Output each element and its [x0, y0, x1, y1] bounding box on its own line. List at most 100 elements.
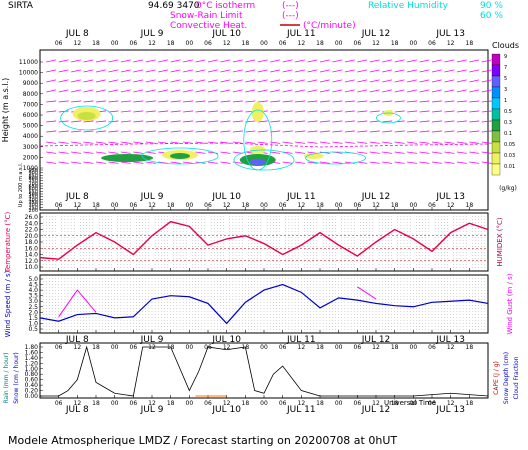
wind-barb [357, 110, 368, 113]
wind-barb [220, 120, 231, 123]
wind-ytick-1: 4.5 [28, 282, 38, 289]
wind-barb [195, 59, 206, 63]
hour-mid1-19: 00 [410, 202, 418, 209]
wind-ytick-0: 5.0 [28, 276, 38, 283]
wind-barb [332, 141, 343, 144]
cloud-ytick-20: 500 [28, 192, 38, 198]
hour-mid2-5: 12 [148, 344, 156, 351]
hour-bottom-5: 12 [148, 400, 156, 407]
cloud-ytick-1: 10000 [19, 70, 38, 77]
day-mid1-0: JUL 8 [65, 192, 89, 202]
wind-barb [407, 89, 417, 93]
hour-mid2-0: 06 [55, 344, 63, 351]
hour-mid2-15: 00 [335, 344, 343, 351]
wind-barb [58, 100, 69, 103]
wind-barb [444, 130, 455, 133]
colorbar-swatch-9 [491, 152, 501, 165]
rain-ytick-1: 1.60 [25, 349, 39, 356]
coords-label: 94.69 3470 [148, 1, 200, 11]
wind-barb [382, 141, 393, 144]
wind-barb [120, 141, 131, 144]
cloud-ytick-26: 200 [28, 208, 38, 214]
hour-mid2-20: 06 [428, 344, 436, 351]
wind-barb [220, 89, 231, 93]
hour-mid1-9: 12 [223, 202, 231, 209]
hour-top-15: 00 [335, 40, 343, 47]
day-mid1-5: JUL 13 [435, 192, 465, 202]
wind-barb [407, 100, 418, 103]
wind-barb [46, 100, 57, 103]
wind-barb [170, 110, 181, 113]
rh-contour [305, 151, 366, 165]
wind-barb [369, 100, 380, 103]
wind-barb [170, 59, 181, 63]
wind-barb [481, 130, 492, 133]
hour-mid2-12: 06 [279, 344, 287, 351]
wind-barb [419, 79, 430, 83]
hour-bottom-1: 12 [74, 400, 82, 407]
wind-barb [158, 141, 169, 144]
wind-barb [295, 120, 306, 123]
wind-barb [382, 59, 393, 63]
cloud-ytick-24: 300 [28, 203, 38, 209]
wind-barb [394, 69, 405, 73]
wind-barb [71, 161, 82, 164]
wind-barb [344, 110, 355, 113]
hour-mid1-11: 00 [260, 202, 268, 209]
wind-barb [183, 161, 194, 164]
wind-barb [357, 141, 368, 144]
day-top-3: JUL 11 [286, 29, 316, 39]
wind-barb [145, 120, 156, 123]
cloud-ytick-6: 5000 [23, 123, 38, 130]
wind-barb [369, 89, 380, 93]
wind-barb [295, 89, 305, 93]
cloud-ytick-22: 400 [28, 197, 38, 203]
wind-barb [419, 69, 430, 73]
rain-ytick-5: 0.80 [25, 371, 39, 378]
hour-bottom-0: 06 [55, 400, 63, 407]
wind-barb [332, 130, 343, 133]
wind-barb [195, 69, 206, 73]
wind-barb [232, 130, 243, 133]
wind-barb [46, 69, 57, 73]
wind-barb [95, 69, 106, 73]
wind-barb [307, 100, 318, 103]
wind-barb [95, 130, 106, 133]
wind-barb [133, 141, 144, 144]
wind-barb [419, 141, 430, 144]
wind-ylabel: Wind Speed (m / s) [4, 270, 12, 337]
day-mid2-4: JUL 12 [361, 335, 391, 345]
colorbar-label-4: 1 [504, 98, 507, 104]
wind-barb [133, 110, 144, 113]
wind-barb [369, 161, 380, 164]
wind-barb [158, 130, 169, 133]
wind-barb [307, 79, 318, 83]
wind-barb [444, 89, 455, 93]
wind-barb [431, 79, 442, 83]
wind-barb [83, 89, 94, 93]
wind-barb [481, 100, 492, 103]
wind-barb [357, 130, 368, 133]
cloud-ytick-8: 3000 [23, 144, 38, 151]
wind-barb [456, 141, 467, 144]
wind-panel [39, 274, 489, 334]
snow-ylabel: Snow (cm / hour) [13, 352, 20, 404]
wind-barb [120, 89, 131, 93]
rain-ytick-8: 0.20 [25, 388, 39, 395]
wind-barb [394, 59, 405, 63]
hour-top-0: 06 [55, 40, 63, 47]
wind-barb [58, 130, 69, 133]
wind-barb [369, 110, 380, 113]
colorbar-swatch-8 [491, 141, 501, 154]
wind-barb [207, 120, 218, 123]
day-bottom-2: JUL 10 [211, 405, 241, 415]
wind-barb [108, 120, 119, 123]
hour-mid2-17: 12 [372, 344, 380, 351]
wind-barb [83, 161, 94, 164]
wind-barb [133, 79, 144, 83]
wind-barb [444, 59, 455, 63]
wind-barb [145, 141, 156, 144]
colorbar-swatch-0 [491, 53, 501, 66]
wind-barb [58, 151, 69, 154]
wind-barb [120, 130, 131, 133]
